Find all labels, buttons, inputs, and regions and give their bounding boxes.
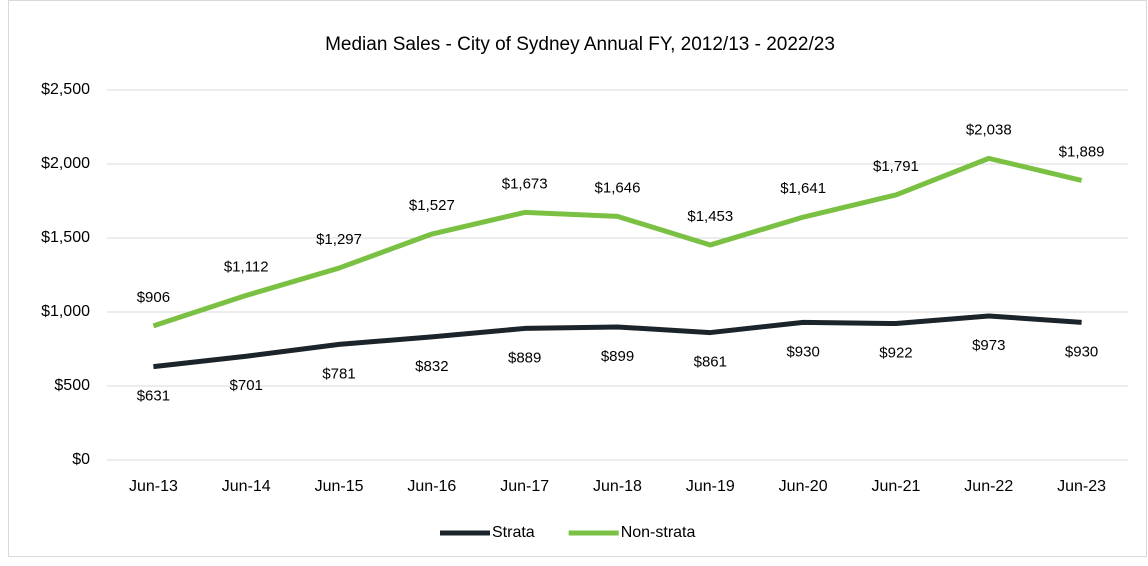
y-tick-label: $2,000 (41, 155, 90, 172)
data-label: $973 (972, 337, 1005, 354)
data-label: $922 (879, 345, 912, 362)
y-tick-label: $0 (72, 451, 90, 468)
data-label: $1,453 (687, 208, 733, 225)
data-label: $1,641 (780, 180, 826, 197)
y-tick-label: $2,500 (41, 81, 90, 98)
series-line (153, 313, 1082, 370)
data-label: $906 (137, 289, 170, 306)
data-label: $861 (694, 354, 727, 371)
data-label: $2,038 (966, 121, 1012, 138)
x-tick-label: Jun-21 (871, 478, 920, 495)
data-label: $1,527 (409, 197, 455, 214)
y-tick-label: $1,500 (41, 229, 90, 246)
y-tick-label: $500 (54, 377, 90, 394)
data-label: $631 (137, 388, 170, 405)
x-tick-label: Jun-19 (686, 478, 735, 495)
data-label: $1,791 (873, 158, 919, 175)
data-label: $930 (1065, 343, 1098, 360)
chart-title: Median Sales - City of Sydney Annual FY,… (325, 34, 835, 55)
data-label: $1,646 (595, 179, 641, 196)
legend-label: Strata (492, 524, 535, 541)
data-label: $1,889 (1059, 143, 1105, 160)
x-tick-label: Jun-22 (964, 478, 1013, 495)
data-label: $781 (322, 365, 355, 382)
data-label: $701 (230, 377, 263, 394)
series-line (152, 155, 1083, 329)
data-label: $1,297 (316, 231, 362, 248)
legend-label: Non-strata (621, 524, 696, 541)
x-tick-label: Jun-15 (315, 478, 364, 495)
data-label: $832 (415, 358, 448, 375)
x-tick-label: Jun-20 (779, 478, 828, 495)
data-label: $1,673 (502, 175, 548, 192)
y-tick-label: $1,000 (41, 303, 90, 320)
chart-frame (8, 0, 1147, 557)
x-tick-label: Jun-17 (500, 478, 549, 495)
x-tick-label: Jun-14 (222, 478, 271, 495)
data-label: $889 (508, 349, 541, 366)
x-tick-label: Jun-23 (1057, 478, 1106, 495)
data-label: $1,112 (224, 258, 269, 275)
data-label: $899 (601, 348, 634, 365)
data-label: $930 (786, 343, 819, 360)
x-tick-label: Jun-18 (593, 478, 642, 495)
x-tick-label: Jun-16 (407, 478, 456, 495)
x-tick-label: Jun-13 (129, 478, 178, 495)
